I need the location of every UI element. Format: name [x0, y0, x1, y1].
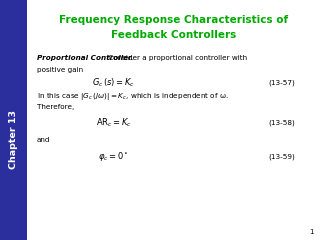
Text: In this case $|G_c\,( j\omega)| = K_c$, which is independent of ω.: In this case $|G_c\,( j\omega)| = K_c$, …	[37, 91, 228, 102]
Text: (13-59): (13-59)	[268, 153, 295, 160]
Text: (13-57): (13-57)	[268, 79, 295, 86]
Text: Therefore,: Therefore,	[37, 104, 74, 110]
Text: Feedback Controllers: Feedback Controllers	[111, 30, 236, 40]
Text: $\varphi_c = 0^\circ$: $\varphi_c = 0^\circ$	[98, 150, 129, 163]
Text: Frequency Response Characteristics of: Frequency Response Characteristics of	[59, 15, 288, 25]
Text: Proportional Controller.: Proportional Controller.	[37, 55, 133, 61]
Text: 1: 1	[309, 229, 314, 235]
Text: positive gain: positive gain	[37, 67, 83, 73]
Text: Chapter 13: Chapter 13	[9, 110, 18, 169]
Text: (13-58): (13-58)	[268, 119, 295, 126]
Text: $\mathrm{AR}_c = K_c$: $\mathrm{AR}_c = K_c$	[96, 116, 132, 129]
Text: Consider a proportional controller with: Consider a proportional controller with	[106, 55, 247, 61]
Bar	[0, 0, 27, 240]
Text: $G_c\,(s) = K_c$: $G_c\,(s) = K_c$	[92, 76, 135, 89]
Text: and: and	[37, 137, 50, 144]
